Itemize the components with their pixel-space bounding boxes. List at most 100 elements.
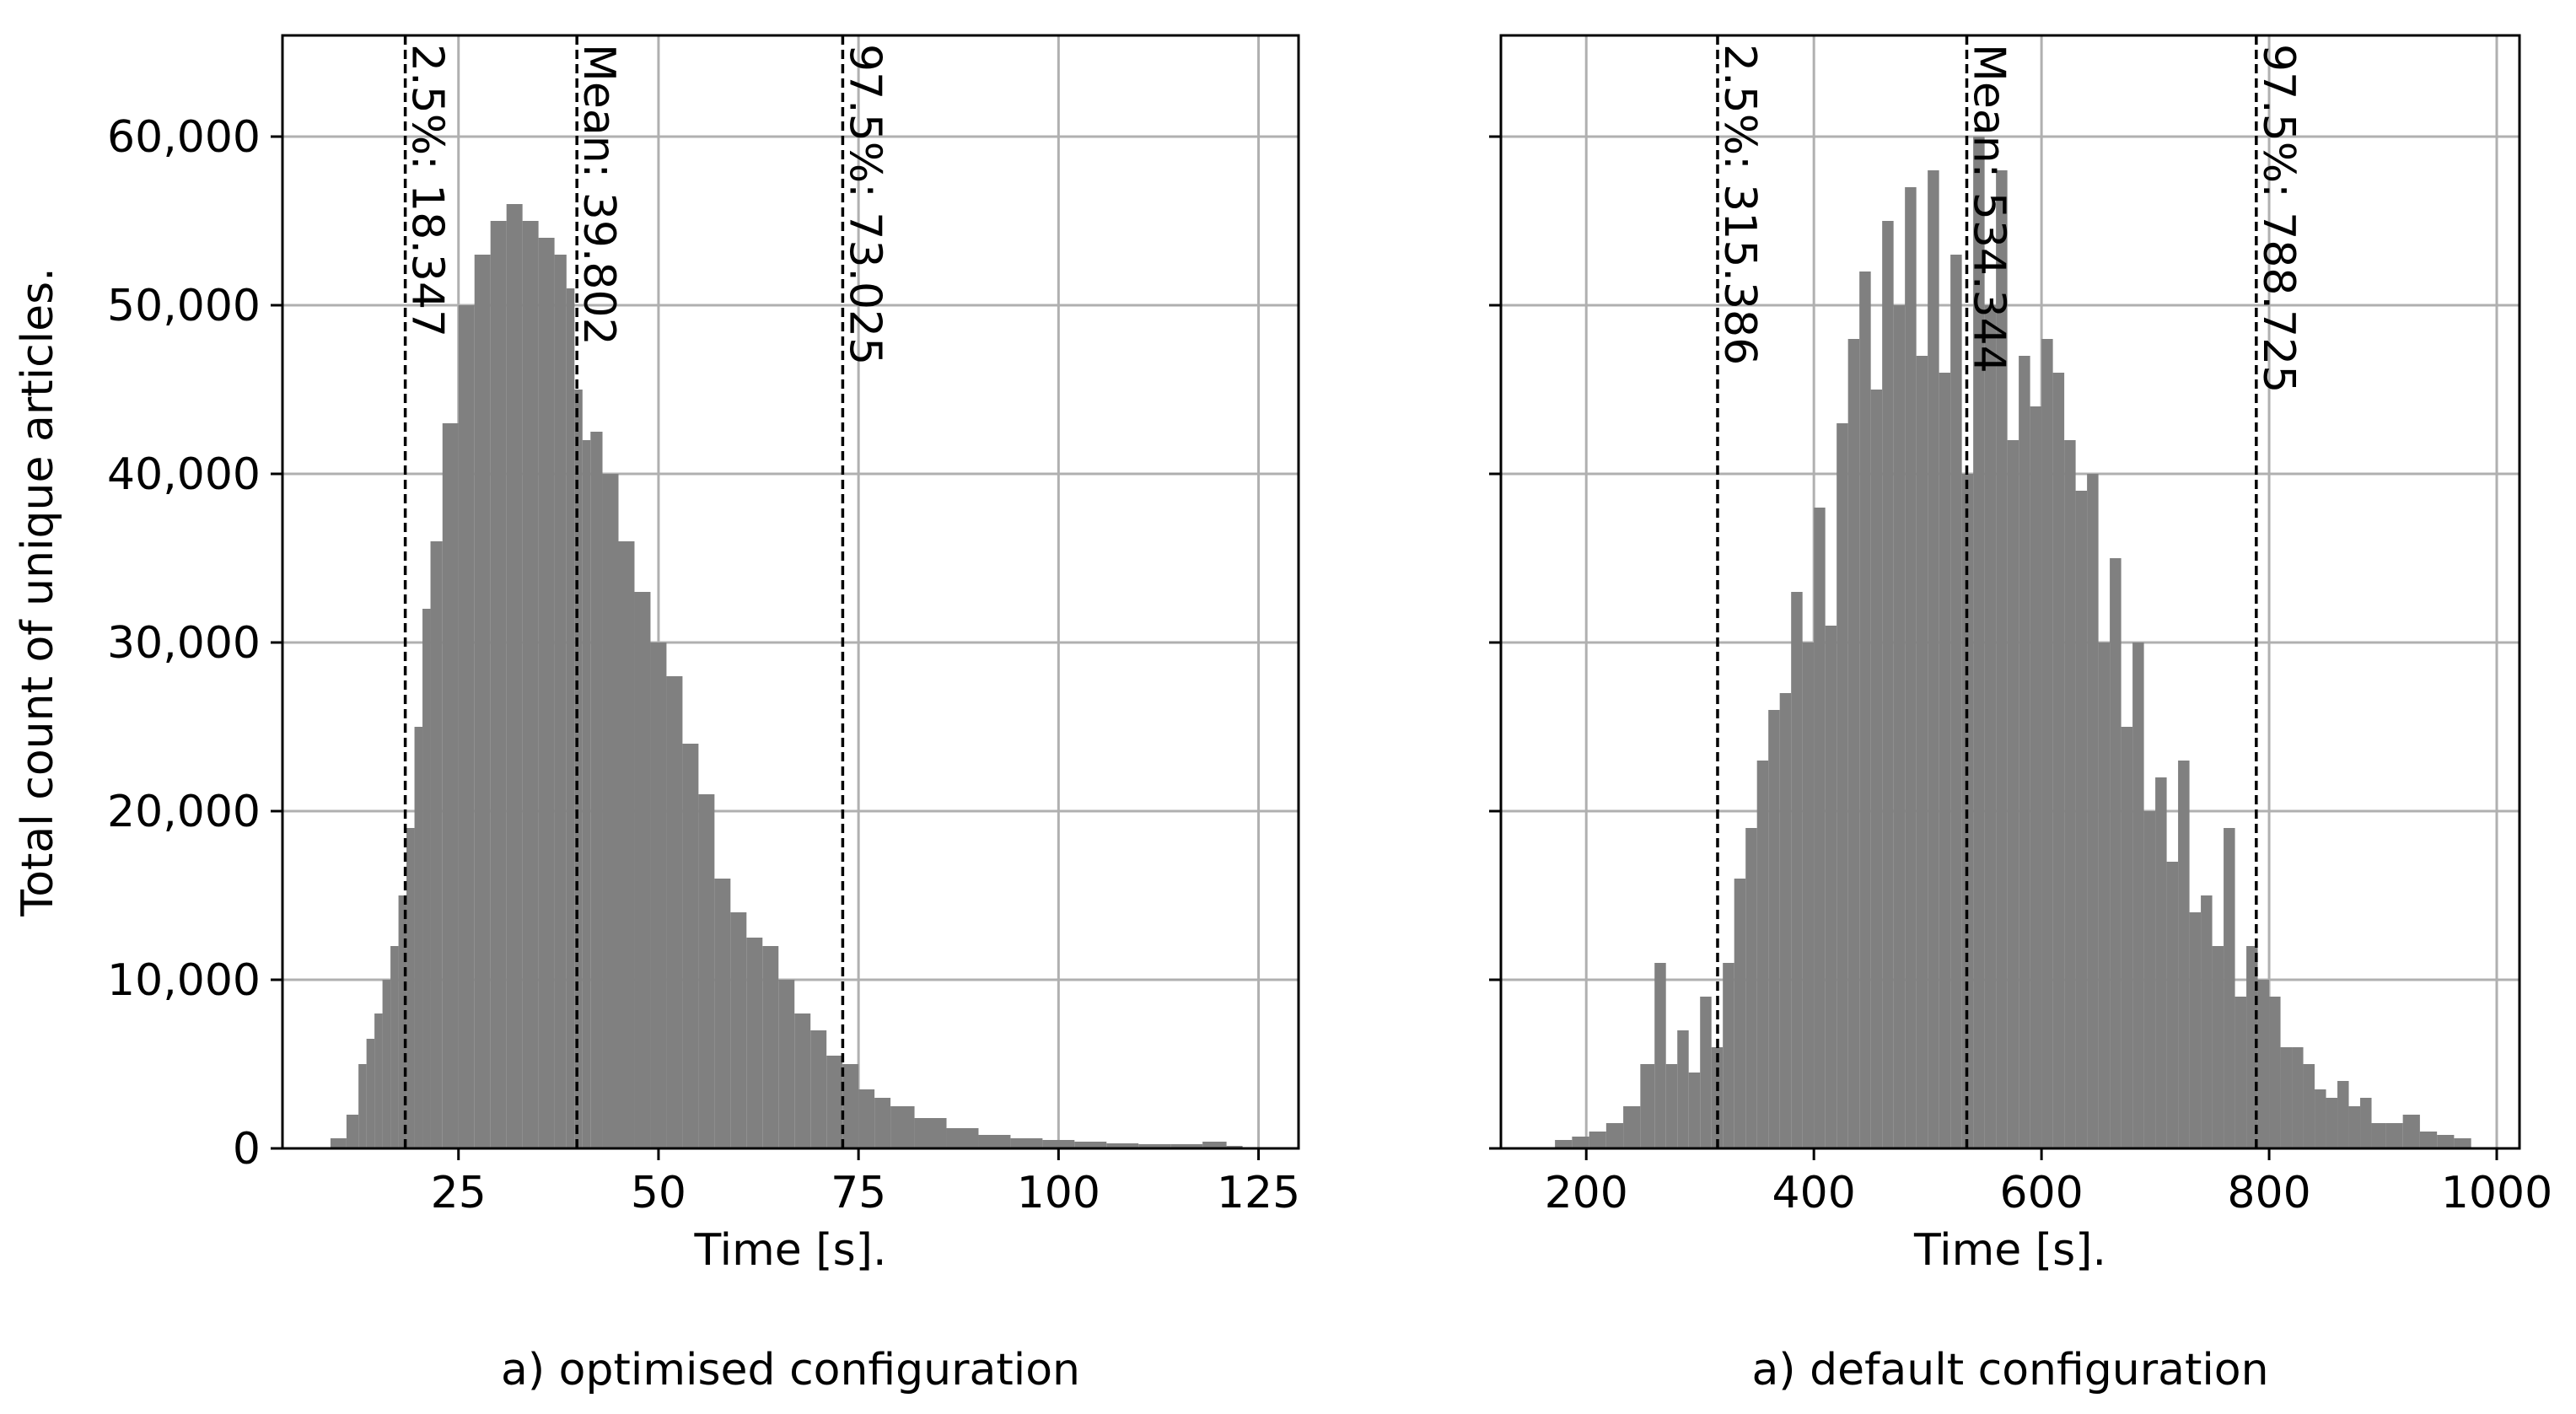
histogram-bar xyxy=(1756,761,1769,1148)
histogram-bar xyxy=(602,474,619,1148)
reference-line-label: 2.5%: 18.347 xyxy=(402,44,453,337)
histogram-bar xyxy=(458,305,475,1148)
x-axis-label: Time [s]. xyxy=(694,1225,887,1276)
reference-line-label: Mean: 534.344 xyxy=(1964,44,2014,374)
histogram-bar xyxy=(858,1089,875,1148)
histogram-bar xyxy=(1665,1064,1678,1148)
histogram-bar xyxy=(2326,1098,2338,1148)
x-tick-label: 100 xyxy=(1017,1168,1100,1218)
histogram-bar xyxy=(2155,777,2167,1148)
histogram-bar xyxy=(2292,1047,2304,1148)
reference-lines: 2.5%: 18.347 Mean: 39.802 97.5%: 73.025 xyxy=(402,35,890,1148)
histogram-bar xyxy=(1010,1138,1043,1148)
histogram-bar xyxy=(2371,1123,2386,1148)
histogram-bar xyxy=(2189,912,2202,1148)
histogram-bar xyxy=(978,1135,1011,1148)
histogram-bar xyxy=(2402,1115,2420,1148)
histogram-bar xyxy=(1779,693,1792,1148)
histogram-bar xyxy=(1138,1144,1171,1148)
histogram-bar xyxy=(2303,1064,2315,1148)
panel-optimised: 2.5%: 18.347 Mean: 39.802 97.5%: 73.025 25… xyxy=(107,34,1300,1395)
histogram-bar xyxy=(2269,997,2281,1148)
histogram-bar xyxy=(1870,390,1883,1148)
histogram-bar xyxy=(1802,642,1815,1148)
histogram-bar xyxy=(1202,1142,1227,1148)
histogram-bar xyxy=(2143,811,2156,1148)
histogram-bar xyxy=(794,1013,811,1148)
histogram-bar xyxy=(382,980,391,1148)
histogram-bar xyxy=(1688,1073,1701,1148)
histogram-bar xyxy=(650,642,667,1148)
x-tick-label: 125 xyxy=(1217,1168,1300,1218)
histogram-bar xyxy=(2348,1106,2361,1148)
histogram-bar xyxy=(1677,1030,1689,1148)
x-ticks: 25 50 75 100 125 xyxy=(431,1148,1300,1218)
histogram-bar xyxy=(2087,474,2099,1148)
histogram-bar xyxy=(1996,170,2008,1148)
histogram-bar xyxy=(1745,828,1757,1148)
x-axis-label: Time [s]. xyxy=(1913,1225,2106,1276)
histogram-bar xyxy=(1859,272,1871,1148)
histogram-bar xyxy=(1605,1123,1624,1148)
histogram-bar xyxy=(1654,963,1666,1148)
histogram-bar xyxy=(1106,1143,1139,1148)
histogram-bar xyxy=(1700,997,1712,1148)
histogram-bar xyxy=(2337,1081,2349,1148)
histogram-bar xyxy=(1928,170,1939,1148)
histogram-bar xyxy=(506,204,523,1148)
histogram-bar xyxy=(422,609,431,1148)
histogram-bar xyxy=(442,423,459,1148)
histogram-bar xyxy=(590,432,603,1148)
histogram-bar xyxy=(2178,761,2190,1148)
histogram-bar xyxy=(390,946,399,1148)
y-tick-label: 40,000 xyxy=(107,449,261,500)
panel-caption: a) optimised configuration xyxy=(501,1345,1080,1395)
y-tick-label: 30,000 xyxy=(107,618,261,669)
histogram-bar xyxy=(2212,946,2224,1148)
histogram-bar xyxy=(914,1118,947,1148)
y-tick-label: 50,000 xyxy=(107,281,261,331)
histogram-bar xyxy=(1950,255,1962,1148)
histogram-bar xyxy=(1572,1137,1589,1148)
histogram-bar xyxy=(2419,1132,2438,1148)
histogram-bar xyxy=(666,676,683,1148)
histogram-bar xyxy=(1623,1106,1641,1148)
reference-lines: 2.5%: 315.386 Mean: 534.344 97.5%: 788.725 xyxy=(1714,35,2304,1148)
histogram-bar xyxy=(474,255,491,1148)
histogram-bar xyxy=(682,744,699,1148)
histogram-bar xyxy=(2132,642,2144,1148)
histogram-bar xyxy=(1882,221,1894,1148)
histogram-bar xyxy=(1042,1140,1075,1148)
histogram-bar xyxy=(2166,862,2179,1148)
x-tick-label: 200 xyxy=(1545,1168,1628,1218)
histogram-bar xyxy=(2052,373,2065,1148)
reference-line-label: 2.5%: 315.386 xyxy=(1714,44,1765,365)
histogram-bar xyxy=(414,727,423,1148)
plot-frame xyxy=(281,34,1300,1150)
reference-line-label: 97.5%: 788.725 xyxy=(2253,44,2304,393)
histogram-bar xyxy=(406,828,415,1148)
histogram-bar xyxy=(698,794,715,1148)
histogram-bar xyxy=(366,1039,375,1148)
x-tick-label: 25 xyxy=(431,1168,487,1218)
histogram-bar xyxy=(1589,1132,1606,1148)
histogram-bar xyxy=(2315,1089,2326,1148)
histogram-bar xyxy=(538,238,555,1148)
histogram-bar xyxy=(582,440,591,1148)
histogram-bar xyxy=(2201,895,2213,1148)
histogram-bar xyxy=(2019,356,2030,1148)
histogram-bar xyxy=(762,946,779,1148)
histogram-bar xyxy=(842,1064,859,1148)
histogram-bar xyxy=(398,895,407,1148)
histogram-bar xyxy=(346,1115,359,1148)
x-tick-label: 600 xyxy=(1999,1168,2083,1218)
histogram-bar xyxy=(714,879,731,1148)
grid xyxy=(1501,35,2520,1150)
histogram-bar xyxy=(874,1098,891,1148)
panel-default: 2.5%: 315.386 Mean: 534.344 97.5%: 788.725… xyxy=(1489,34,2552,1395)
histogram-bar xyxy=(374,1013,383,1148)
x-tick-label: 800 xyxy=(2227,1168,2310,1218)
histogram-bar xyxy=(330,1138,347,1148)
y-tick-label: 0 xyxy=(233,1124,261,1175)
histogram-bar xyxy=(946,1128,979,1148)
